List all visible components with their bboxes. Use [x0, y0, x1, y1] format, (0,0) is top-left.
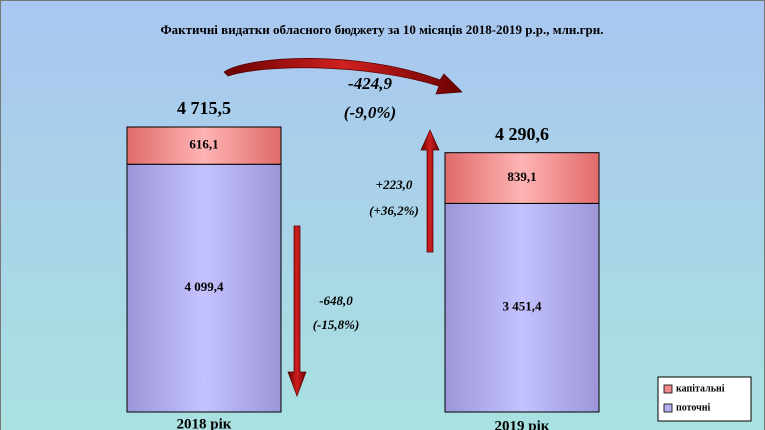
total-label: 4 715,5	[177, 98, 231, 118]
bar-segment	[126, 126, 282, 165]
bar-segment	[126, 163, 282, 413]
bar-segment	[444, 152, 600, 204]
annotation: +223,0	[376, 177, 413, 192]
x-tick-label: 2018 рік	[177, 416, 232, 430]
total-label: 4 290,6	[495, 124, 549, 144]
annotation: (-9,0%)	[344, 103, 396, 122]
chart-title: Фактичні видатки обласного бюджету за 10…	[160, 22, 603, 37]
legend-label: поточні	[676, 402, 711, 413]
value-label: 616,1	[189, 137, 218, 152]
annotation: -424,9	[348, 74, 392, 93]
value-label: 3 451,4	[503, 299, 543, 314]
legend-swatch	[663, 403, 673, 413]
up-arrow	[420, 129, 440, 253]
value-label: 4 099,4	[185, 279, 225, 294]
annotation: (+36,2%)	[369, 203, 419, 218]
legend	[657, 376, 752, 422]
annotation: -648,0	[319, 293, 353, 308]
curved-arrow	[223, 58, 463, 95]
legend-swatch	[663, 384, 673, 394]
value-label: 839,1	[507, 169, 536, 184]
down-arrow	[287, 225, 307, 397]
legend-label: капітальні	[676, 383, 725, 394]
x-tick-label: 2019 рік	[495, 418, 550, 430]
annotation: (-15,8%)	[313, 317, 360, 332]
bar-segment	[444, 202, 600, 413]
